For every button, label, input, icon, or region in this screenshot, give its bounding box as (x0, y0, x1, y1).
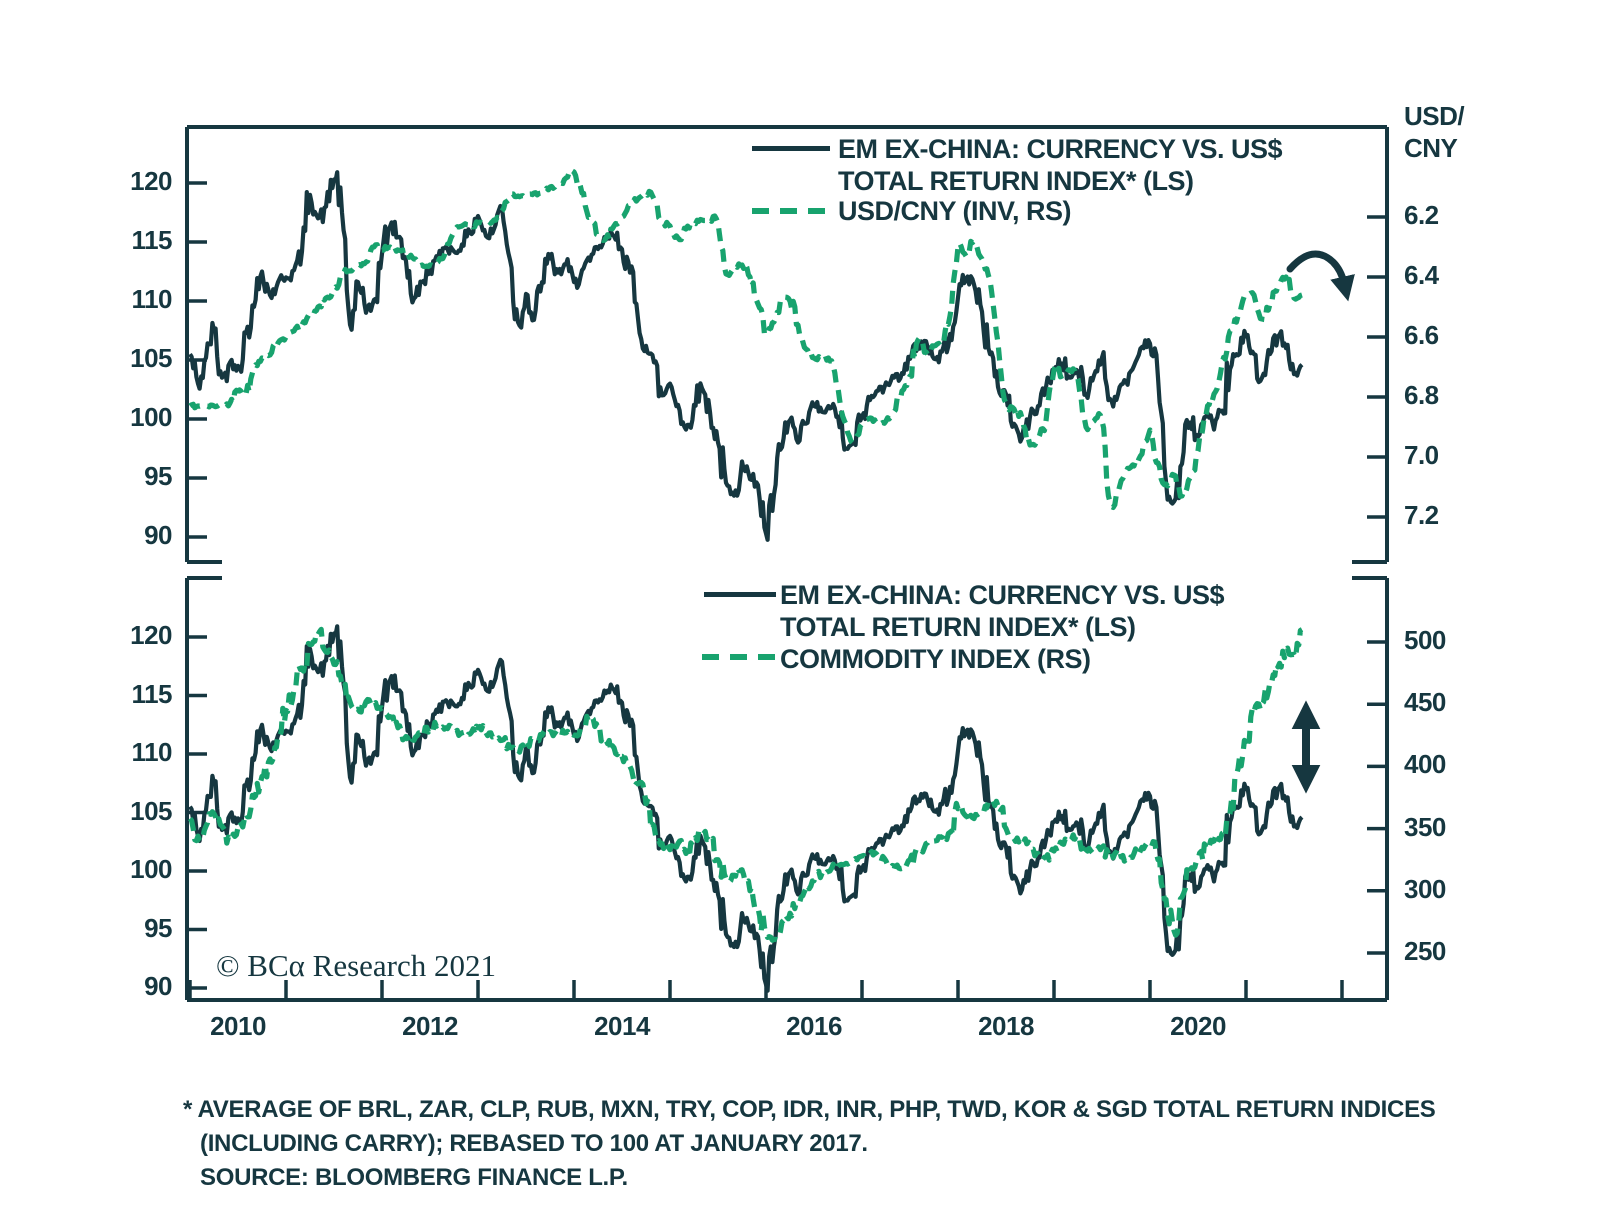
copyright-text: © BCα Research 2021 (216, 948, 496, 983)
left-axis-tick-label: 100 (130, 402, 172, 432)
legend-line-sample-dashed-bottom (702, 654, 776, 660)
footnote-line1: * AVERAGE OF BRL, ZAR, CLP, RUB, MXN, TR… (183, 1096, 1436, 1123)
legend-label-em-index-top-line1: EM EX-CHINA: CURRENCY VS. US$ (838, 134, 1283, 164)
left-axis-tick-label: 95 (144, 461, 172, 491)
legend-label-em-index-top-line2: TOTAL RETURN INDEX* (LS) (838, 166, 1194, 196)
left-axis-tick-label: 110 (131, 284, 173, 314)
right-axis-header-usd: USD/ (1404, 101, 1465, 131)
legend-label-commodity-index: COMMODITY INDEX (RS) (780, 644, 1091, 674)
right-axis-tick-label: 6.2 (1404, 200, 1439, 230)
x-axis-year-label: 2014 (594, 1011, 650, 1041)
left-axis-tick-label: 120 (130, 166, 172, 196)
left-axis-tick-label: 120 (130, 620, 172, 650)
footnote-line2: (INCLUDING CARRY); REBASED TO 100 AT JAN… (200, 1130, 868, 1157)
legend-label-em-index-bottom-line2: TOTAL RETURN INDEX* (LS) (780, 612, 1136, 642)
right-axis-tick-label: 500 (1404, 625, 1446, 655)
right-axis-tick-label: 7.0 (1404, 440, 1439, 470)
left-axis-tick-label: 105 (130, 343, 172, 373)
right-axis-tick-label: 350 (1404, 811, 1446, 842)
right-axis-tick-label: 6.4 (1404, 260, 1439, 290)
series-dashed-panel1 (188, 626, 1304, 943)
legend-label-usdcny: USD/CNY (INV, RS) (838, 196, 1072, 226)
right-axis-tick-label: 450 (1404, 687, 1446, 718)
x-axis-year-label: 2012 (402, 1011, 458, 1041)
left-axis-tick-label: 90 (144, 520, 172, 550)
right-axis-header-cny: CNY (1404, 133, 1458, 163)
right-axis-tick-label: 300 (1404, 873, 1446, 904)
x-axis-year-label: 2018 (978, 1011, 1034, 1041)
right-axis-tick-label: 250 (1404, 936, 1446, 966)
left-axis-tick-label: 115 (131, 225, 173, 255)
x-axis-year-label: 2010 (210, 1011, 266, 1041)
legend-line-sample-dashed-top (752, 208, 830, 214)
right-axis-tick-label: 6.6 (1404, 320, 1439, 350)
right-axis-tick-label: 7.2 (1404, 500, 1439, 530)
curved-down-arrow-annotation (1286, 250, 1355, 302)
series-solid-panel1 (188, 624, 1304, 993)
footnote-line3: SOURCE: BLOOMBERG FINANCE L.P. (200, 1164, 628, 1191)
series-solid-panel0 (188, 170, 1304, 542)
left-axis-tick-label: 105 (130, 795, 172, 826)
right-axis-tick-label: 6.8 (1404, 380, 1439, 410)
legend-line-sample-solid-bottom (704, 592, 776, 597)
left-axis-tick-label: 95 (144, 912, 172, 943)
x-axis-year-label: 2020 (1170, 1011, 1226, 1041)
legend-label-em-index-bottom-line1: EM EX-CHINA: CURRENCY VS. US$ (780, 580, 1225, 610)
left-axis-tick-label: 100 (130, 854, 172, 884)
x-axis-year-label: 2016 (786, 1011, 842, 1041)
series-dashed-panel0 (188, 168, 1304, 510)
left-axis-tick-label: 110 (131, 737, 173, 767)
left-axis-tick-label: 115 (131, 678, 173, 709)
right-axis-tick-label: 400 (1404, 749, 1446, 780)
legend-line-sample-solid-top (752, 146, 830, 151)
left-axis-tick-label: 90 (144, 971, 172, 1001)
